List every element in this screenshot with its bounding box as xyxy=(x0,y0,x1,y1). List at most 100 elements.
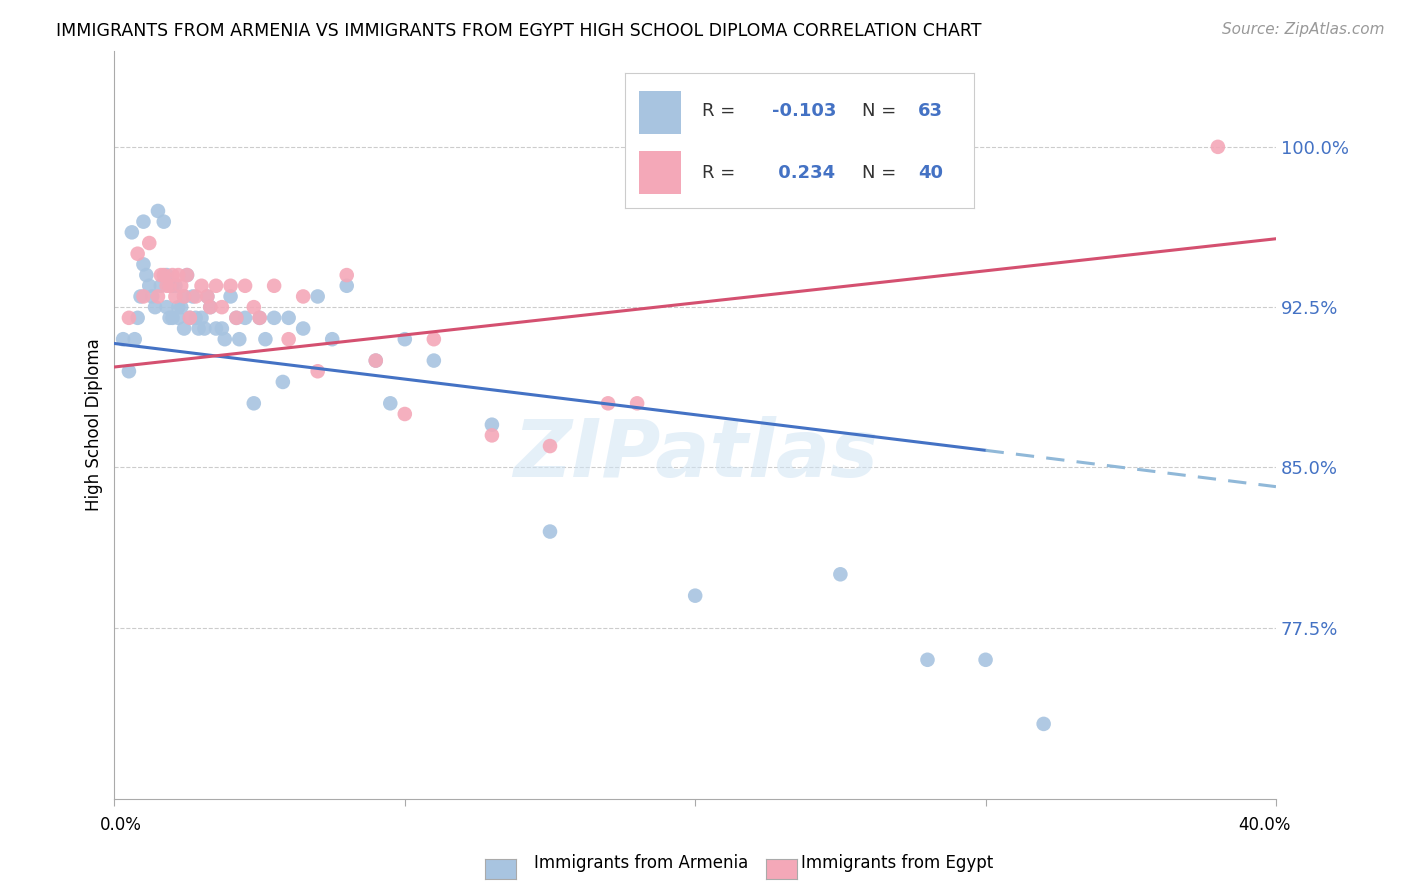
Point xyxy=(423,353,446,368)
Point xyxy=(292,289,315,303)
Point xyxy=(184,310,207,325)
Point xyxy=(200,300,222,314)
Point xyxy=(132,214,155,228)
Point xyxy=(233,278,256,293)
Text: 40.0%: 40.0% xyxy=(1239,816,1291,834)
Point xyxy=(292,321,315,335)
Point xyxy=(1206,140,1229,154)
Point xyxy=(626,396,648,410)
Point xyxy=(219,278,242,293)
Point xyxy=(193,321,215,335)
Point xyxy=(481,428,503,442)
Text: Immigrants from Armenia: Immigrants from Armenia xyxy=(534,855,748,872)
Point xyxy=(195,289,218,303)
Point xyxy=(263,310,285,325)
Point xyxy=(141,289,163,303)
Y-axis label: High School Diploma: High School Diploma xyxy=(86,338,103,511)
Point xyxy=(170,278,193,293)
Point xyxy=(219,289,242,303)
Point xyxy=(394,332,416,346)
Point xyxy=(170,300,193,314)
Text: Immigrants from Egypt: Immigrants from Egypt xyxy=(801,855,994,872)
Point xyxy=(1032,717,1054,731)
Point xyxy=(138,278,160,293)
Point xyxy=(173,289,195,303)
Point xyxy=(156,278,179,293)
Point xyxy=(173,289,195,303)
Point xyxy=(481,417,503,432)
Point xyxy=(233,310,256,325)
Point xyxy=(132,289,155,303)
Text: Source: ZipAtlas.com: Source: ZipAtlas.com xyxy=(1222,22,1385,37)
Point xyxy=(321,332,343,346)
Point xyxy=(336,268,359,282)
Point xyxy=(243,300,266,314)
Point xyxy=(167,310,190,325)
Point xyxy=(138,235,160,250)
Point xyxy=(277,310,299,325)
Point xyxy=(162,310,184,325)
Point xyxy=(143,300,166,314)
Point xyxy=(127,246,149,260)
Point xyxy=(205,321,228,335)
Point xyxy=(179,310,201,325)
Point xyxy=(118,364,141,378)
Point xyxy=(112,332,135,346)
Point xyxy=(364,353,387,368)
Point xyxy=(307,289,329,303)
Point xyxy=(124,332,146,346)
Point xyxy=(165,278,187,293)
Point xyxy=(225,310,247,325)
Point xyxy=(187,321,209,335)
Point xyxy=(263,278,285,293)
Point xyxy=(917,653,939,667)
Point xyxy=(167,268,190,282)
Point xyxy=(129,289,152,303)
Point xyxy=(173,321,195,335)
Point xyxy=(149,278,172,293)
Point xyxy=(162,278,184,293)
Point xyxy=(118,310,141,325)
Text: ZIPatlas: ZIPatlas xyxy=(513,416,877,493)
Point xyxy=(336,278,359,293)
Point xyxy=(181,289,204,303)
Point xyxy=(974,653,997,667)
Text: 0.0%: 0.0% xyxy=(100,816,142,834)
Point xyxy=(152,268,174,282)
Point xyxy=(211,321,233,335)
Point xyxy=(165,289,187,303)
Point xyxy=(149,268,172,282)
Point xyxy=(205,278,228,293)
Point xyxy=(538,439,561,453)
Point xyxy=(179,310,201,325)
Point xyxy=(307,364,329,378)
Point xyxy=(159,278,181,293)
Point xyxy=(156,268,179,282)
Point xyxy=(162,268,184,282)
Point xyxy=(225,310,247,325)
Point xyxy=(394,407,416,421)
Point xyxy=(146,289,169,303)
Point xyxy=(135,268,157,282)
Point xyxy=(211,300,233,314)
Point xyxy=(683,589,706,603)
Point xyxy=(127,310,149,325)
Point xyxy=(184,289,207,303)
Point xyxy=(167,300,190,314)
Point xyxy=(195,289,218,303)
Point xyxy=(159,310,181,325)
Point xyxy=(364,353,387,368)
Point xyxy=(596,396,619,410)
Point xyxy=(146,204,169,219)
Point xyxy=(176,268,198,282)
Point xyxy=(156,300,179,314)
Point xyxy=(190,278,212,293)
Point xyxy=(423,332,446,346)
Point xyxy=(254,332,277,346)
Point xyxy=(228,332,250,346)
Point xyxy=(214,332,236,346)
Point xyxy=(538,524,561,539)
Point xyxy=(277,332,299,346)
Point xyxy=(152,214,174,228)
Point xyxy=(249,310,271,325)
